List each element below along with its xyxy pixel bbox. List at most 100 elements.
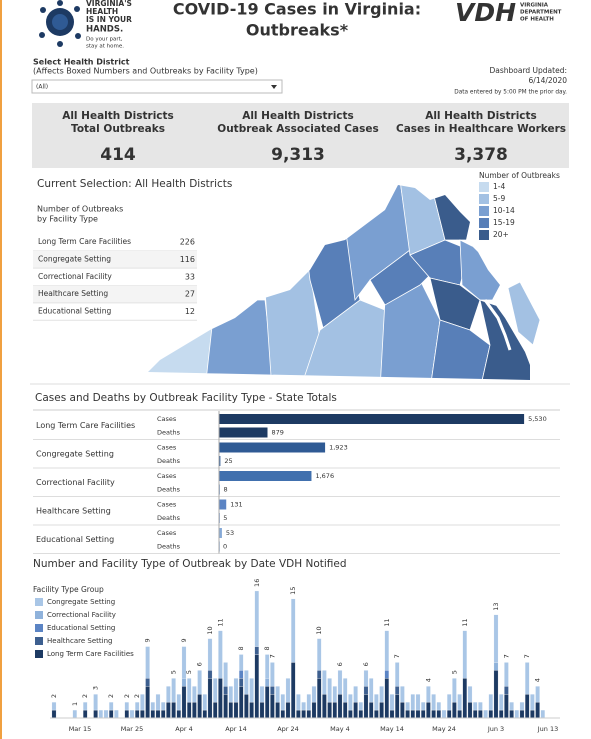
bar-segment <box>223 694 228 719</box>
map-legend-label: 1-4 <box>493 182 505 191</box>
chart-title: Cases and Deaths by Outbreak Facility Ty… <box>35 392 337 404</box>
bar-segment <box>467 686 473 703</box>
bar-segment <box>337 670 343 695</box>
bar-segment <box>249 701 254 719</box>
x-tick-label: May 4 <box>330 725 350 733</box>
left-border <box>0 0 2 739</box>
bar-segment <box>509 709 514 719</box>
table-cell: Healthcare Setting <box>38 289 108 298</box>
kpi-label: Total Outbreaks <box>71 123 165 135</box>
agency-logo: VDH <box>455 0 516 27</box>
bar-segment <box>270 694 275 719</box>
bar-segment <box>82 709 88 719</box>
total-label: 6 <box>196 662 204 666</box>
bar-segment <box>181 686 187 719</box>
bar-segment <box>166 686 171 703</box>
map-legend-swatch <box>479 206 489 216</box>
bar-segment <box>493 614 499 663</box>
bar-segment <box>379 701 384 719</box>
bar-segment <box>218 678 223 719</box>
value-label: 131 <box>230 501 242 509</box>
kpi-value: 9,313 <box>271 145 325 165</box>
bar-segment <box>519 701 525 711</box>
total-label: 16 <box>253 579 261 587</box>
legend-swatch <box>35 637 43 645</box>
bar-segment <box>342 678 348 703</box>
bar-segment <box>207 638 213 671</box>
title: Outbreaks* <box>246 21 349 40</box>
bar-segment <box>150 701 156 711</box>
kpi-label: Outbreak Associated Cases <box>217 123 378 135</box>
bar-segment <box>426 701 431 719</box>
table-cell: 226 <box>180 238 195 247</box>
legend-swatch <box>35 598 43 606</box>
bar-segment <box>301 701 306 711</box>
bar-segment <box>311 686 317 703</box>
bar-segment <box>233 701 239 719</box>
total-label: 1 <box>71 702 79 706</box>
bar-segment <box>290 662 296 719</box>
bar-segment <box>223 686 228 695</box>
value-label: 1,923 <box>329 444 348 452</box>
bar-segment <box>93 694 98 711</box>
map-legend-label: 5-9 <box>493 194 505 203</box>
bar-segment <box>176 709 182 719</box>
table-row-bg <box>33 285 197 303</box>
bar-segment <box>348 694 353 711</box>
bar <box>219 456 221 466</box>
map-legend-label: 15-19 <box>493 218 515 227</box>
total-label: 4 <box>534 678 542 682</box>
map-legend-swatch <box>479 230 489 240</box>
legend-label: Educational Setting <box>47 624 115 632</box>
bar-segment <box>368 678 374 703</box>
bar-segment <box>171 678 176 703</box>
table-cell: Congregate Setting <box>38 254 111 263</box>
bar-segment <box>306 709 312 719</box>
bar-segment <box>358 709 364 719</box>
bar-segment <box>254 590 260 647</box>
bar-segment <box>254 654 260 719</box>
map-legend-label: 10-14 <box>493 206 515 215</box>
logo-text: HEALTH <box>86 7 118 16</box>
bar-segment <box>342 701 348 719</box>
bar-segment <box>155 694 161 711</box>
total-label: 7 <box>393 654 401 658</box>
bar-segment <box>202 694 208 711</box>
dropdown-value[interactable]: (All) <box>36 84 48 91</box>
filter-label: Select Health District <box>33 58 130 67</box>
total-label: 8 <box>237 646 245 650</box>
bar-segment <box>212 701 218 719</box>
selection-title: Current Selection: All Health Districts <box>37 178 232 190</box>
bar-segment <box>415 709 421 719</box>
map-legend-swatch <box>479 194 489 204</box>
bar-segment <box>82 701 88 711</box>
bar-segment <box>301 709 306 719</box>
bar-segment <box>181 646 187 679</box>
bar-segment <box>207 678 213 719</box>
bar-segment <box>400 701 405 719</box>
total-label: 4 <box>424 678 432 682</box>
bar-segment <box>140 694 145 711</box>
logo-text: HANDS. <box>86 25 123 35</box>
legend-label: Long Term Care Facilities <box>47 650 134 658</box>
bar-segment <box>353 701 358 719</box>
bar-segment <box>524 694 530 719</box>
bar-segment <box>519 709 525 719</box>
district-dropdown[interactable]: (All) <box>31 79 283 94</box>
bar-segment <box>228 686 234 703</box>
value-label: 0 <box>223 543 227 551</box>
map-legend-swatch <box>479 182 489 192</box>
bar-segment <box>93 709 98 719</box>
total-label: 2 <box>50 694 58 698</box>
bar-segment <box>540 709 546 719</box>
bar-segment <box>436 709 442 719</box>
bar-segment <box>238 670 244 679</box>
legend-swatch <box>35 650 43 658</box>
bar-segment <box>275 701 280 719</box>
bar-segment <box>332 686 338 703</box>
bar-segment <box>483 709 488 719</box>
x-tick-label: Mar 25 <box>121 725 144 733</box>
bar-segment <box>530 709 535 719</box>
map-legend-label: 20+ <box>493 230 509 239</box>
total-label: 9 <box>180 638 188 642</box>
